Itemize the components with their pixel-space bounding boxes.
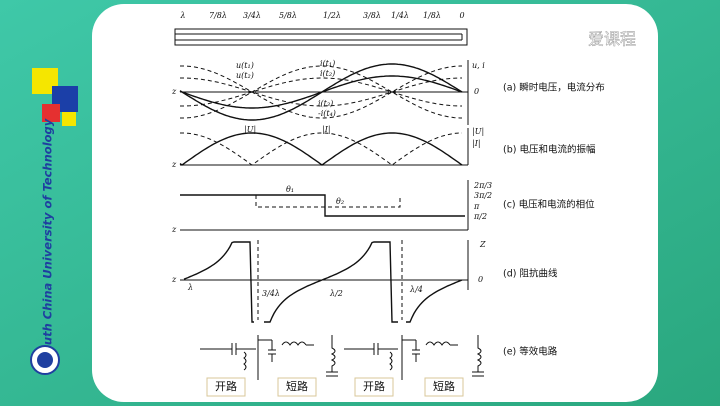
curve-label: Z: [479, 240, 486, 249]
circuit-label: 短路: [433, 379, 455, 393]
curve-label: |U|: [472, 127, 484, 136]
current-curve: [180, 65, 462, 119]
current-curve: [180, 77, 462, 107]
circuit-symbol: [344, 335, 420, 380]
scale-label: 1/8λ: [423, 11, 441, 20]
logo-badge: [37, 352, 53, 368]
curve-label: i(t₂): [320, 69, 335, 78]
curve-label: 0: [474, 87, 479, 96]
curve-label: z: [171, 160, 177, 169]
scale-label: 3/8λ: [363, 11, 381, 20]
circuit-label: 短路: [286, 379, 308, 393]
university: South China University of Technology: [41, 118, 55, 361]
line-body: [174, 28, 468, 46]
curve-label: |U|: [244, 125, 256, 134]
panel-caption: (e) 等效电路: [503, 346, 558, 358]
phase-current: [255, 195, 401, 208]
curve-label: z: [171, 87, 177, 96]
curve-label: θ₂: [336, 197, 344, 206]
scale-label: 1/4λ: [391, 11, 409, 20]
current-curve: [180, 65, 462, 119]
curve-label: λ/2: [329, 289, 343, 298]
voltage-amplitude: [179, 132, 463, 166]
curve-label: |I|: [322, 125, 331, 134]
curve-label: 3/4λ: [262, 289, 280, 298]
circuit-symbol: [425, 335, 484, 377]
watermark-logo: 爱课程: [588, 30, 636, 49]
impedance-curve: [406, 279, 463, 323]
scale-label: 7/8λ: [209, 11, 227, 20]
curve-label: π: [473, 202, 480, 211]
curve-label: z: [171, 275, 177, 284]
curve-label: u(t₁): [236, 61, 254, 70]
impedance-curve: [183, 241, 254, 323]
circuit-symbol: [281, 335, 338, 377]
panel-caption: (c) 电压和电流的相位: [503, 199, 595, 211]
current-amplitude: [180, 132, 462, 166]
circuit-label-box: [354, 377, 394, 397]
scale-label: 3/4λ: [243, 11, 261, 20]
phase-voltage: [180, 194, 465, 217]
panel-caption: (a) 瞬时电压，电流分布: [503, 82, 605, 94]
curve-label: 0: [478, 275, 483, 284]
curve-label: z: [171, 225, 177, 234]
curve-label: λ: [187, 283, 193, 292]
deco: [42, 104, 60, 122]
curve-label: 2π/3: [473, 181, 492, 190]
curve-label: π/2: [473, 212, 487, 221]
scale-label: λ: [179, 11, 185, 20]
impedance-curve: [264, 241, 398, 323]
curve-label: θ₁: [286, 185, 294, 194]
circuits: [200, 335, 484, 380]
circuit-label-box: [277, 377, 317, 397]
panel-caption: (b) 电压和电流的振幅: [503, 144, 596, 156]
deco: [62, 112, 76, 126]
circuit-label-box: [424, 377, 464, 397]
panel-caption: (d) 阻抗曲线: [503, 268, 558, 280]
circuit-label: 开路: [215, 380, 237, 393]
curve-label: 3π/2: [474, 191, 492, 200]
circuit-label-box: [206, 377, 246, 397]
slide-card: [92, 4, 658, 402]
curve-label: |I|: [472, 139, 481, 148]
curve-label: i(t₃): [318, 99, 333, 108]
curve-label: u, i: [472, 61, 485, 70]
curve-label: u(t₂): [236, 71, 254, 80]
curve-label: λ/4: [409, 285, 423, 294]
circuit-label: 开路: [363, 380, 385, 393]
scale-label: 1/2λ: [323, 11, 341, 20]
circuit-symbol: [200, 335, 276, 380]
current-curve: [180, 77, 462, 107]
curve-label: i(t₁): [320, 59, 335, 68]
scale-label: 5/8λ: [279, 11, 297, 20]
scale-label: 0: [459, 11, 464, 20]
curve-label: -i(t₄): [318, 109, 336, 118]
